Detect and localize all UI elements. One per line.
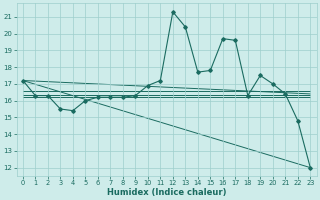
X-axis label: Humidex (Indice chaleur): Humidex (Indice chaleur): [107, 188, 226, 197]
